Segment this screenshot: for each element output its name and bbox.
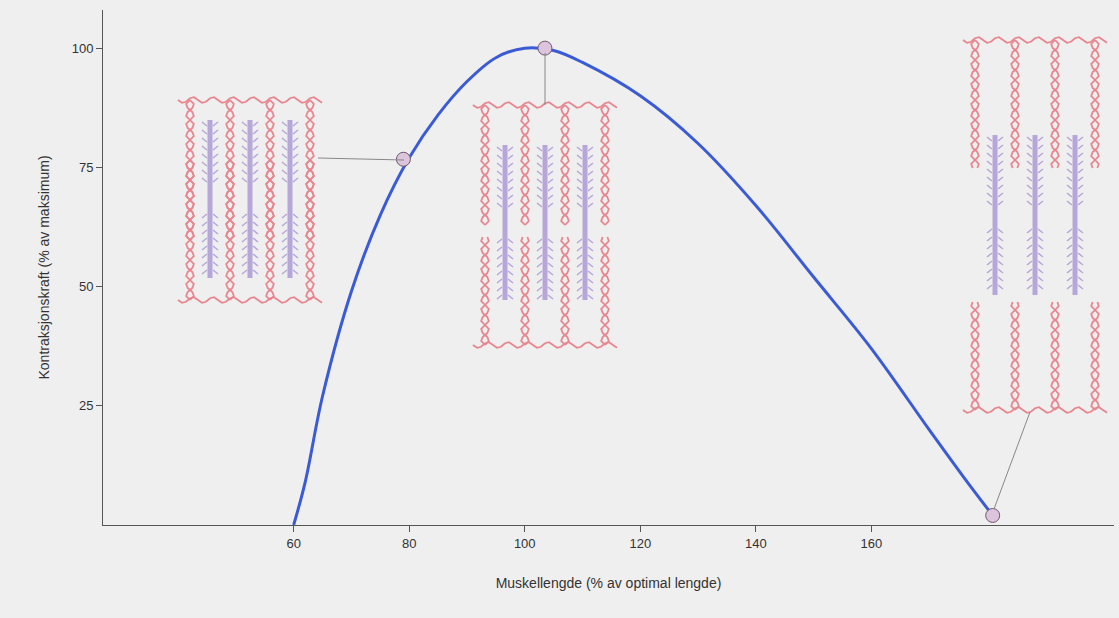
svg-text:Muskellengde (% av optimal len: Muskellengde (% av optimal lengde) bbox=[496, 575, 722, 591]
svg-text:140: 140 bbox=[745, 536, 767, 551]
svg-text:100: 100 bbox=[72, 41, 94, 56]
svg-text:60: 60 bbox=[286, 536, 300, 551]
svg-text:160: 160 bbox=[861, 536, 883, 551]
svg-text:80: 80 bbox=[402, 536, 416, 551]
svg-text:75: 75 bbox=[79, 160, 93, 175]
svg-text:120: 120 bbox=[629, 536, 651, 551]
svg-text:50: 50 bbox=[79, 279, 93, 294]
svg-text:100: 100 bbox=[514, 536, 536, 551]
svg-text:25: 25 bbox=[79, 398, 93, 413]
svg-text:Kontraksjonskraft (% av maksim: Kontraksjonskraft (% av maksimum) bbox=[36, 155, 52, 379]
